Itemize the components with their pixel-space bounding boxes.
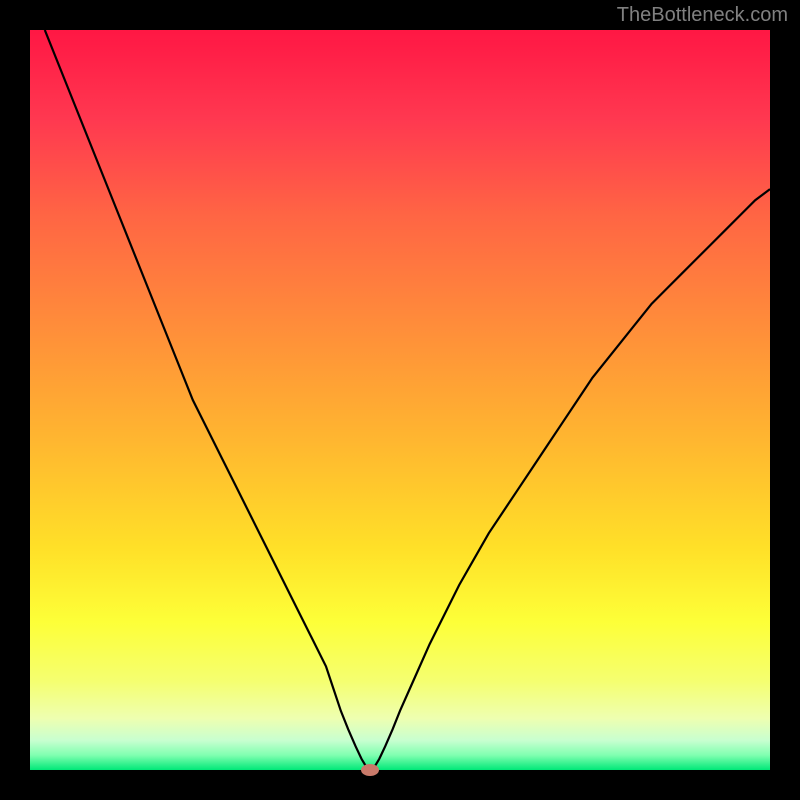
minimum-marker xyxy=(361,764,379,776)
bottleneck-curve xyxy=(45,30,770,770)
plot-area xyxy=(30,30,770,770)
watermark-text: TheBottleneck.com xyxy=(617,4,788,27)
curve-layer xyxy=(30,30,770,770)
